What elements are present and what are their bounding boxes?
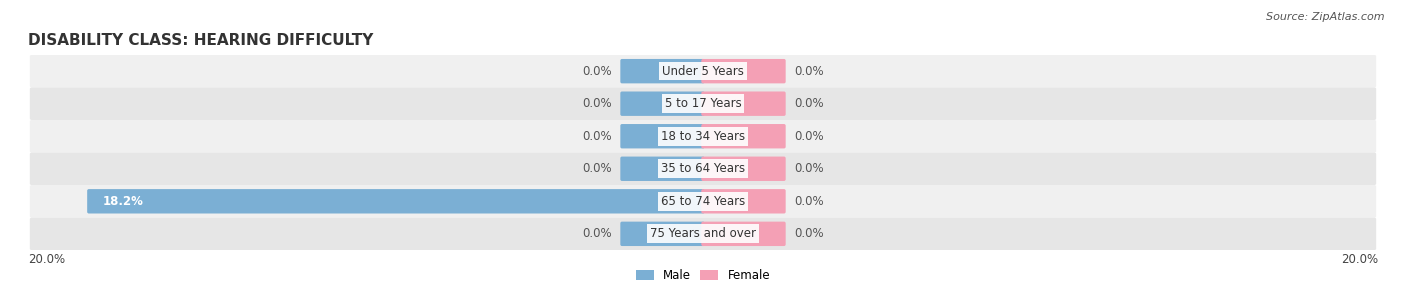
Text: 18.2%: 18.2% [103, 195, 143, 208]
FancyBboxPatch shape [702, 189, 786, 213]
FancyBboxPatch shape [30, 55, 1376, 88]
Text: 75 Years and over: 75 Years and over [650, 227, 756, 240]
FancyBboxPatch shape [702, 59, 786, 83]
Text: Source: ZipAtlas.com: Source: ZipAtlas.com [1267, 12, 1385, 22]
Text: 0.0%: 0.0% [794, 162, 824, 175]
Text: 18 to 34 Years: 18 to 34 Years [661, 130, 745, 143]
Text: 0.0%: 0.0% [794, 97, 824, 110]
Text: 0.0%: 0.0% [582, 97, 612, 110]
Text: 35 to 64 Years: 35 to 64 Years [661, 162, 745, 175]
Legend: Male, Female: Male, Female [631, 265, 775, 287]
FancyBboxPatch shape [620, 156, 704, 181]
FancyBboxPatch shape [620, 59, 704, 83]
FancyBboxPatch shape [620, 92, 704, 116]
Text: 5 to 17 Years: 5 to 17 Years [665, 97, 741, 110]
Text: 0.0%: 0.0% [582, 130, 612, 143]
FancyBboxPatch shape [30, 88, 1376, 120]
FancyBboxPatch shape [702, 92, 786, 116]
Text: 20.0%: 20.0% [28, 253, 65, 266]
Text: 0.0%: 0.0% [582, 162, 612, 175]
Text: DISABILITY CLASS: HEARING DIFFICULTY: DISABILITY CLASS: HEARING DIFFICULTY [28, 33, 374, 48]
FancyBboxPatch shape [30, 152, 1376, 185]
FancyBboxPatch shape [87, 189, 704, 213]
FancyBboxPatch shape [702, 124, 786, 149]
FancyBboxPatch shape [620, 124, 704, 149]
Text: 0.0%: 0.0% [794, 65, 824, 78]
FancyBboxPatch shape [702, 222, 786, 246]
Text: 0.0%: 0.0% [794, 227, 824, 240]
Text: 20.0%: 20.0% [1341, 253, 1378, 266]
Text: 65 to 74 Years: 65 to 74 Years [661, 195, 745, 208]
FancyBboxPatch shape [620, 222, 704, 246]
Text: 0.0%: 0.0% [582, 227, 612, 240]
Text: Under 5 Years: Under 5 Years [662, 65, 744, 78]
FancyBboxPatch shape [30, 120, 1376, 152]
Text: 0.0%: 0.0% [794, 130, 824, 143]
Text: 0.0%: 0.0% [794, 195, 824, 208]
FancyBboxPatch shape [702, 156, 786, 181]
FancyBboxPatch shape [30, 217, 1376, 250]
Text: 0.0%: 0.0% [582, 65, 612, 78]
FancyBboxPatch shape [30, 185, 1376, 217]
